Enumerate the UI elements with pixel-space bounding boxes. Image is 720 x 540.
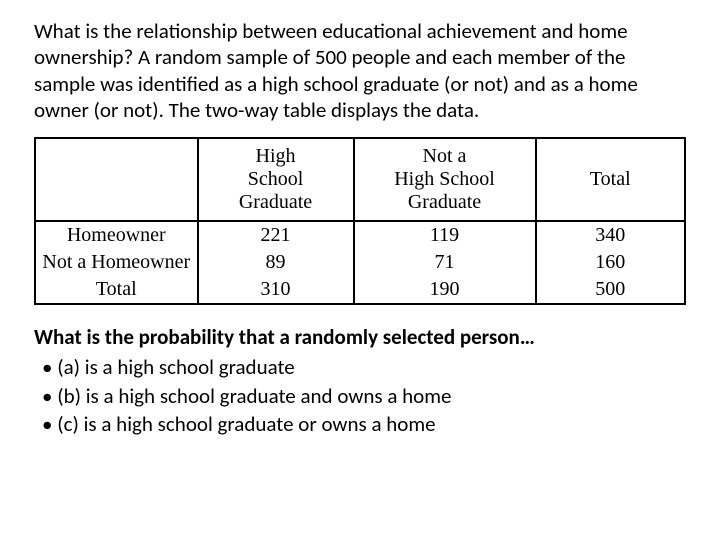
cell: 89 bbox=[198, 249, 354, 276]
row-label: Total bbox=[35, 276, 198, 304]
table-row: Not a Homeowner 89 71 160 bbox=[35, 249, 685, 276]
table-corner-cell bbox=[35, 138, 198, 221]
cell: 221 bbox=[198, 221, 354, 249]
list-item: (c) is a high school graduate or owns a … bbox=[42, 410, 686, 438]
two-way-table: High School Graduate Not a High School G… bbox=[34, 137, 686, 305]
list-item: (b) is a high school graduate and owns a… bbox=[42, 382, 686, 410]
question-block: What is the probability that a randomly … bbox=[34, 323, 686, 438]
intro-paragraph: What is the relationship between educati… bbox=[34, 18, 686, 123]
col-header: High School Graduate bbox=[198, 138, 354, 221]
table-header-row: High School Graduate Not a High School G… bbox=[35, 138, 685, 221]
question-lead: What is the probability that a randomly … bbox=[34, 323, 686, 351]
col-header: Not a High School Graduate bbox=[354, 138, 536, 221]
cell: 71 bbox=[354, 249, 536, 276]
cell: 340 bbox=[536, 221, 686, 249]
cell: 500 bbox=[536, 276, 686, 304]
cell: 119 bbox=[354, 221, 536, 249]
question-list: (a) is a high school graduate (b) is a h… bbox=[34, 353, 686, 438]
cell: 310 bbox=[198, 276, 354, 304]
row-label: Not a Homeowner bbox=[35, 249, 198, 276]
list-item: (a) is a high school graduate bbox=[42, 353, 686, 381]
table-row: Homeowner 221 119 340 bbox=[35, 221, 685, 249]
col-header: Total bbox=[536, 138, 686, 221]
slide: What is the relationship between educati… bbox=[0, 0, 720, 438]
cell: 160 bbox=[536, 249, 686, 276]
cell: 190 bbox=[354, 276, 536, 304]
table-row: Total 310 190 500 bbox=[35, 276, 685, 304]
row-label: Homeowner bbox=[35, 221, 198, 249]
